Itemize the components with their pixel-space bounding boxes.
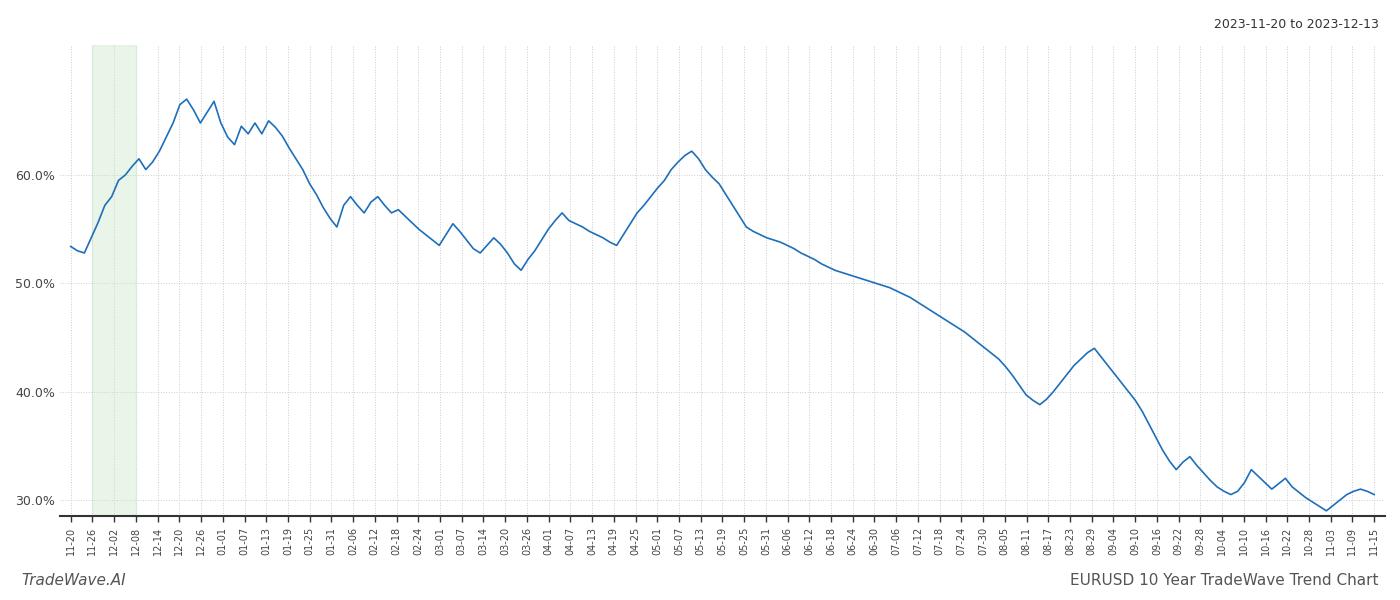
- Text: 2023-11-20 to 2023-12-13: 2023-11-20 to 2023-12-13: [1214, 18, 1379, 31]
- Text: EURUSD 10 Year TradeWave Trend Chart: EURUSD 10 Year TradeWave Trend Chart: [1071, 573, 1379, 588]
- Text: TradeWave.AI: TradeWave.AI: [21, 573, 126, 588]
- Bar: [92, 45, 136, 516]
